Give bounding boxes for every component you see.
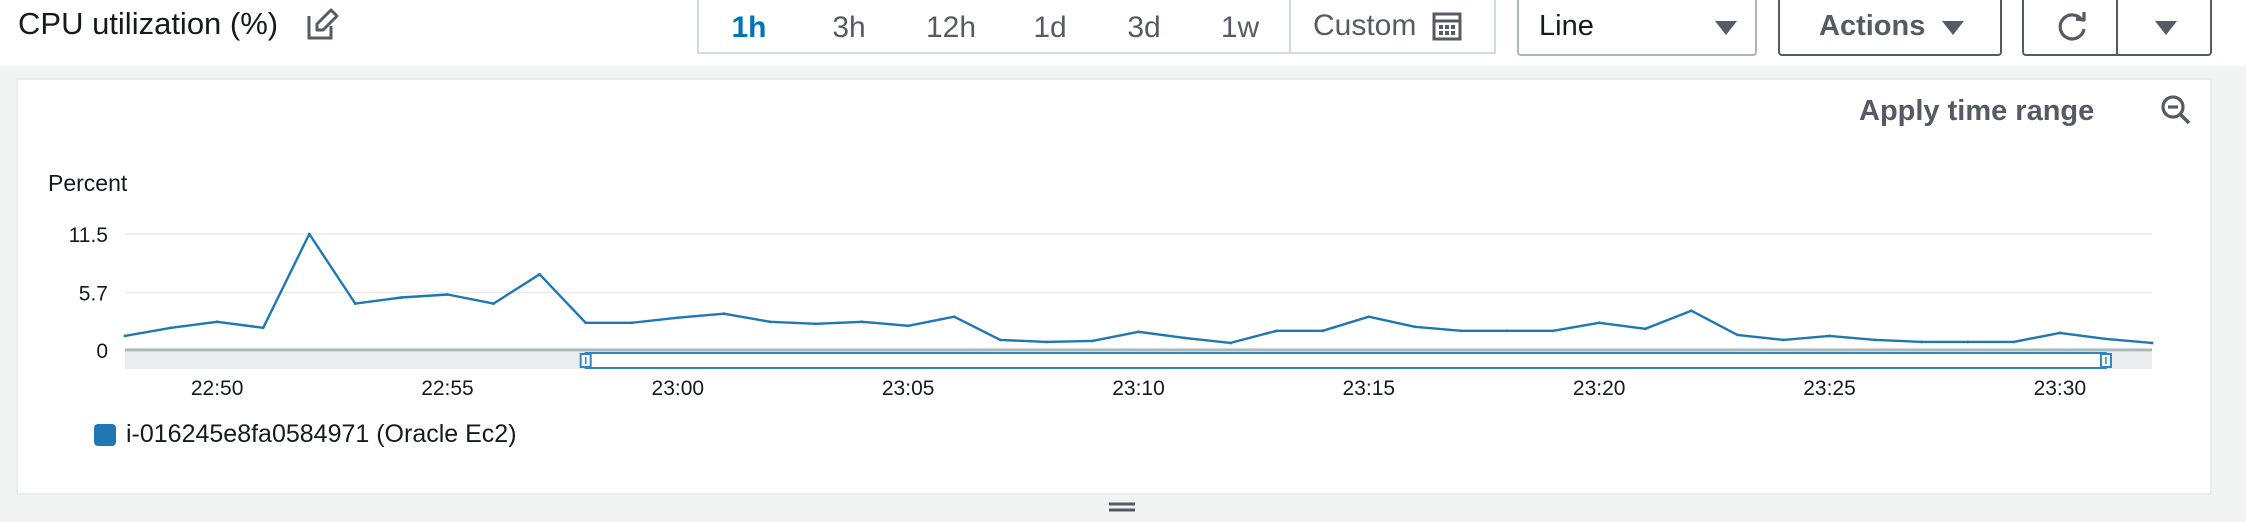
caret-down-icon	[2155, 21, 2177, 35]
x-tick-label: 23:10	[1112, 377, 1165, 400]
x-tick-label: 22:50	[191, 377, 244, 400]
range-3h-button[interactable]: 3h	[832, 11, 866, 44]
data-point	[1782, 338, 1785, 342]
data-point	[1505, 329, 1509, 333]
y-tick-label: 5.7	[79, 283, 108, 306]
custom-range-button[interactable]: Custom	[1291, 9, 1462, 43]
x-tick-label: 23:15	[1343, 377, 1396, 400]
x-tick-label: 23:00	[652, 377, 705, 400]
data-point	[215, 320, 219, 324]
data-point	[1920, 340, 1924, 344]
legend-label[interactable]: i-016245e8fa0584971 (Oracle Ec2)	[126, 420, 517, 448]
data-point	[123, 334, 127, 338]
time-range-selector: 1h 3h 12h 1d 3d 1w Custom	[697, 0, 1496, 54]
chart-legend: i-016245e8fa0584971 (Oracle Ec2)	[94, 420, 517, 449]
data-point	[1551, 329, 1555, 333]
actions-button[interactable]: Actions	[1778, 0, 2002, 56]
y-axis-label: Percent	[48, 170, 128, 196]
series-line	[124, 232, 2153, 345]
custom-range-label: Custom	[1313, 9, 1417, 42]
actions-label: Actions	[1819, 10, 1926, 42]
time-brush[interactable]	[125, 352, 2152, 369]
data-point	[814, 322, 818, 326]
data-point	[2150, 341, 2154, 345]
data-point	[584, 321, 588, 325]
apply-time-range-button[interactable]: Apply time range	[1859, 95, 2095, 127]
zoom-out-icon[interactable]	[2160, 94, 2192, 126]
series-group	[123, 232, 2154, 345]
data-point	[1735, 333, 1739, 337]
range-divider	[1289, 0, 1291, 53]
data-point	[630, 321, 634, 325]
data-point	[538, 272, 542, 276]
x-tick-label: 23:25	[1803, 377, 1856, 400]
x-tick-label: 22:55	[421, 377, 474, 400]
data-point	[906, 324, 910, 328]
x-tick-label: 23:05	[882, 377, 935, 400]
data-point	[1229, 341, 1233, 345]
data-point	[2104, 337, 2108, 341]
data-point	[261, 326, 265, 330]
range-1h-button[interactable]: 1h	[731, 11, 767, 44]
widget-header: CPU utilization (%) 1h 3h 12h 1d 3d 1w C…	[0, 0, 2246, 78]
data-point	[768, 320, 772, 324]
chart-panel	[16, 78, 2212, 495]
x-tick-label: 23:30	[2034, 377, 2087, 400]
range-3d-button[interactable]: 3d	[1127, 11, 1161, 44]
data-point	[722, 312, 726, 316]
refresh-icon	[2058, 12, 2086, 41]
refresh-options-button[interactable]	[2116, 0, 2212, 56]
data-point	[1597, 321, 1601, 325]
brush-selection	[584, 352, 2107, 369]
data-point	[169, 326, 173, 330]
data-point	[353, 302, 357, 305]
y-tick-label: 11.5	[69, 224, 108, 247]
data-point	[1413, 325, 1417, 329]
data-point	[307, 232, 311, 236]
range-1d-button[interactable]: 1d	[1033, 11, 1067, 44]
data-point	[1643, 327, 1647, 331]
data-point	[1044, 340, 1048, 344]
range-1w-button[interactable]: 1w	[1220, 11, 1260, 44]
data-point	[1321, 329, 1325, 333]
data-point	[1459, 329, 1463, 333]
data-point	[1689, 309, 1693, 313]
edit-icon[interactable]	[305, 8, 339, 42]
legend-swatch[interactable]	[94, 423, 116, 446]
y-axis-ticks: 0 5.7 11.5	[69, 224, 108, 363]
data-point	[1137, 330, 1140, 334]
chart-grid	[125, 233, 2152, 352]
data-point	[1367, 315, 1371, 319]
data-point	[1874, 338, 1877, 342]
data-point	[860, 320, 864, 324]
data-point	[952, 315, 956, 319]
data-point	[1966, 340, 1970, 344]
data-point	[446, 293, 449, 296]
data-point	[1275, 329, 1279, 333]
data-point	[2012, 340, 2016, 344]
data-point	[1828, 334, 1831, 338]
calendar-icon	[1432, 12, 1462, 41]
data-point	[1183, 336, 1186, 340]
data-point	[676, 316, 680, 320]
range-12h-button[interactable]: 12h	[925, 11, 977, 44]
data-point	[492, 302, 495, 305]
view-type-value: Line	[1539, 10, 1594, 42]
widget-title: CPU utilization (%)	[18, 6, 279, 41]
drag-handle-icon[interactable]	[1109, 502, 1135, 516]
data-point	[400, 296, 403, 299]
view-type-select[interactable]: Line	[1517, 0, 1757, 56]
data-point	[2058, 331, 2062, 335]
x-axis-ticks: 22:50 22:55 23:00 23:05 23:10 23:15 23:20 23:25…	[191, 377, 2086, 400]
data-point	[1091, 339, 1094, 343]
caret-down-icon	[1715, 21, 1737, 35]
x-tick-label: 23:20	[1573, 377, 1626, 400]
caret-down-icon	[1942, 21, 1964, 35]
y-tick-label: 0	[96, 340, 108, 363]
data-point	[998, 338, 1002, 342]
